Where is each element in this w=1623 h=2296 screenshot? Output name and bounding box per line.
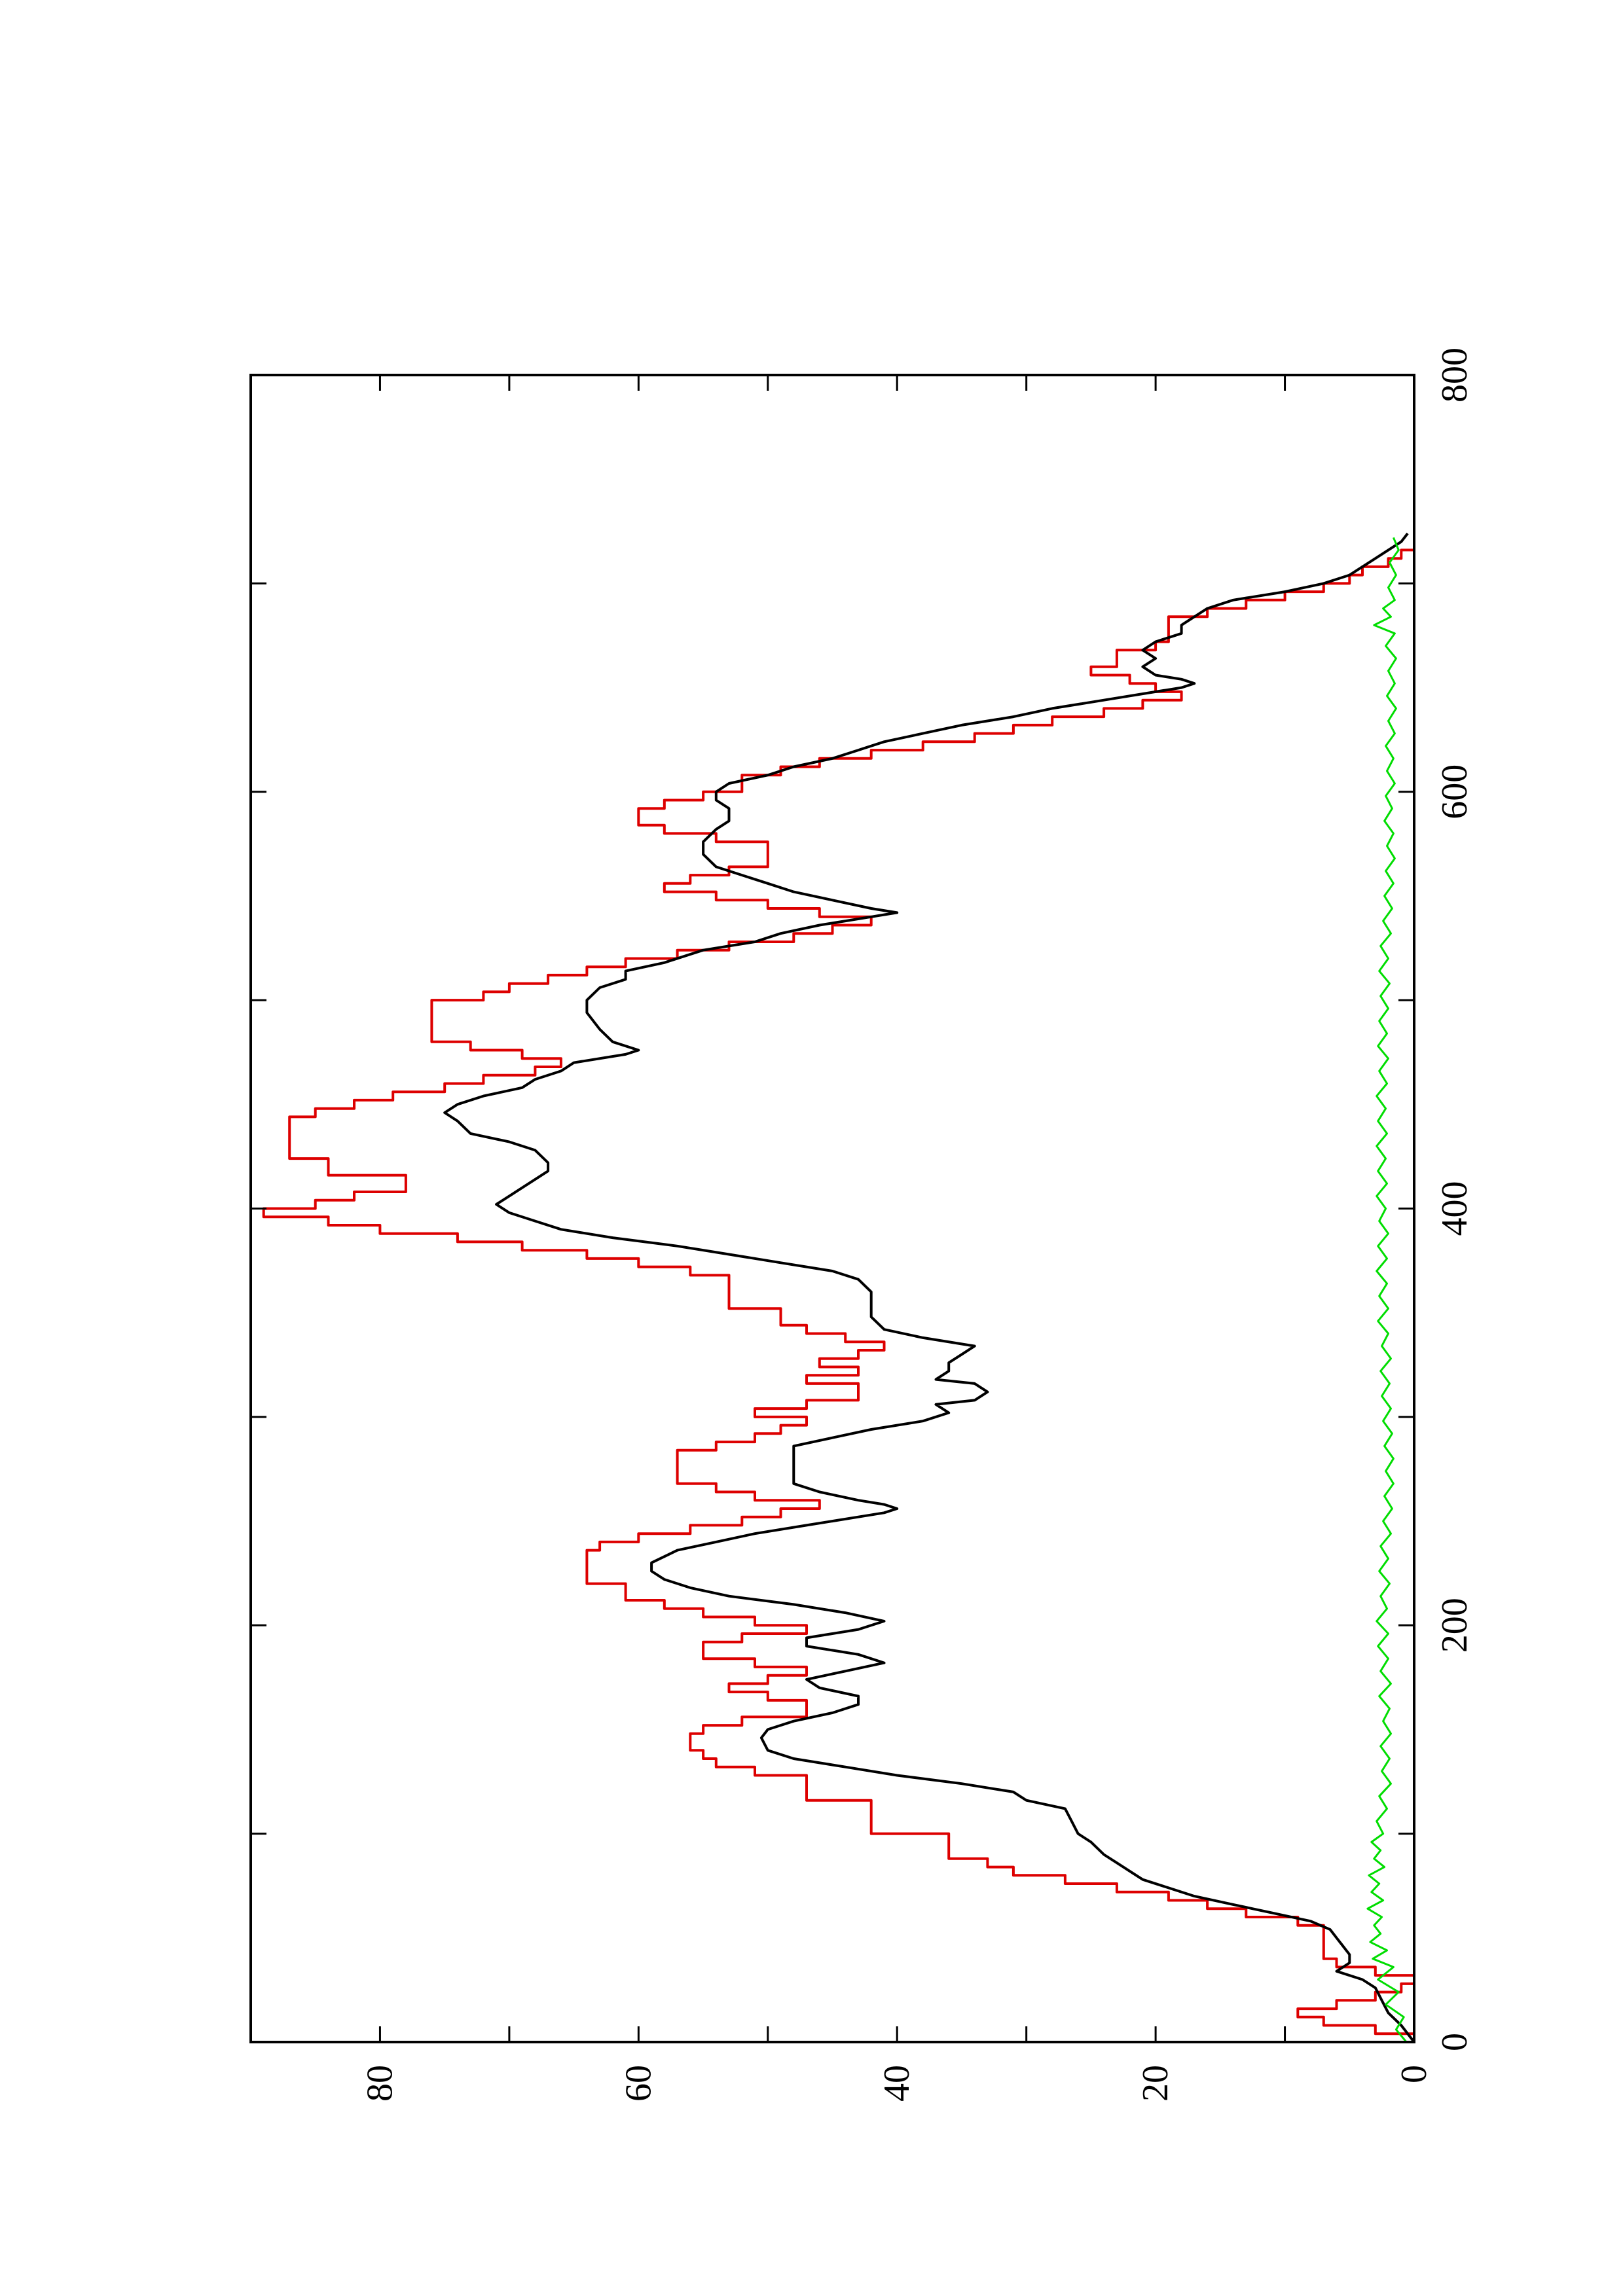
x-tick-label: 600 — [1434, 764, 1475, 819]
series-red-line — [262, 548, 1415, 2042]
plot-frame — [249, 374, 1415, 2043]
y-tick-label: 40 — [877, 2065, 917, 2102]
series-layer — [262, 532, 1415, 2043]
x-tick-label: 800 — [1434, 348, 1475, 403]
y-tick-label: 60 — [618, 2065, 659, 2102]
series-black-line — [443, 532, 1415, 2043]
y-tick-label: 0 — [1394, 2065, 1434, 2083]
y-tick-label: 20 — [1135, 2065, 1176, 2102]
y-tick-label: 80 — [359, 2065, 400, 2102]
ticks-layer — [249, 374, 1415, 2043]
series-green-line — [1366, 537, 1408, 2043]
x-tick-label: 200 — [1434, 1598, 1475, 1653]
x-tick-label: 0 — [1434, 2033, 1475, 2051]
tick-labels: 0 200 400 600 800 0 20 40 60 80 — [359, 348, 1475, 2102]
x-tick-label: 400 — [1434, 1181, 1475, 1236]
